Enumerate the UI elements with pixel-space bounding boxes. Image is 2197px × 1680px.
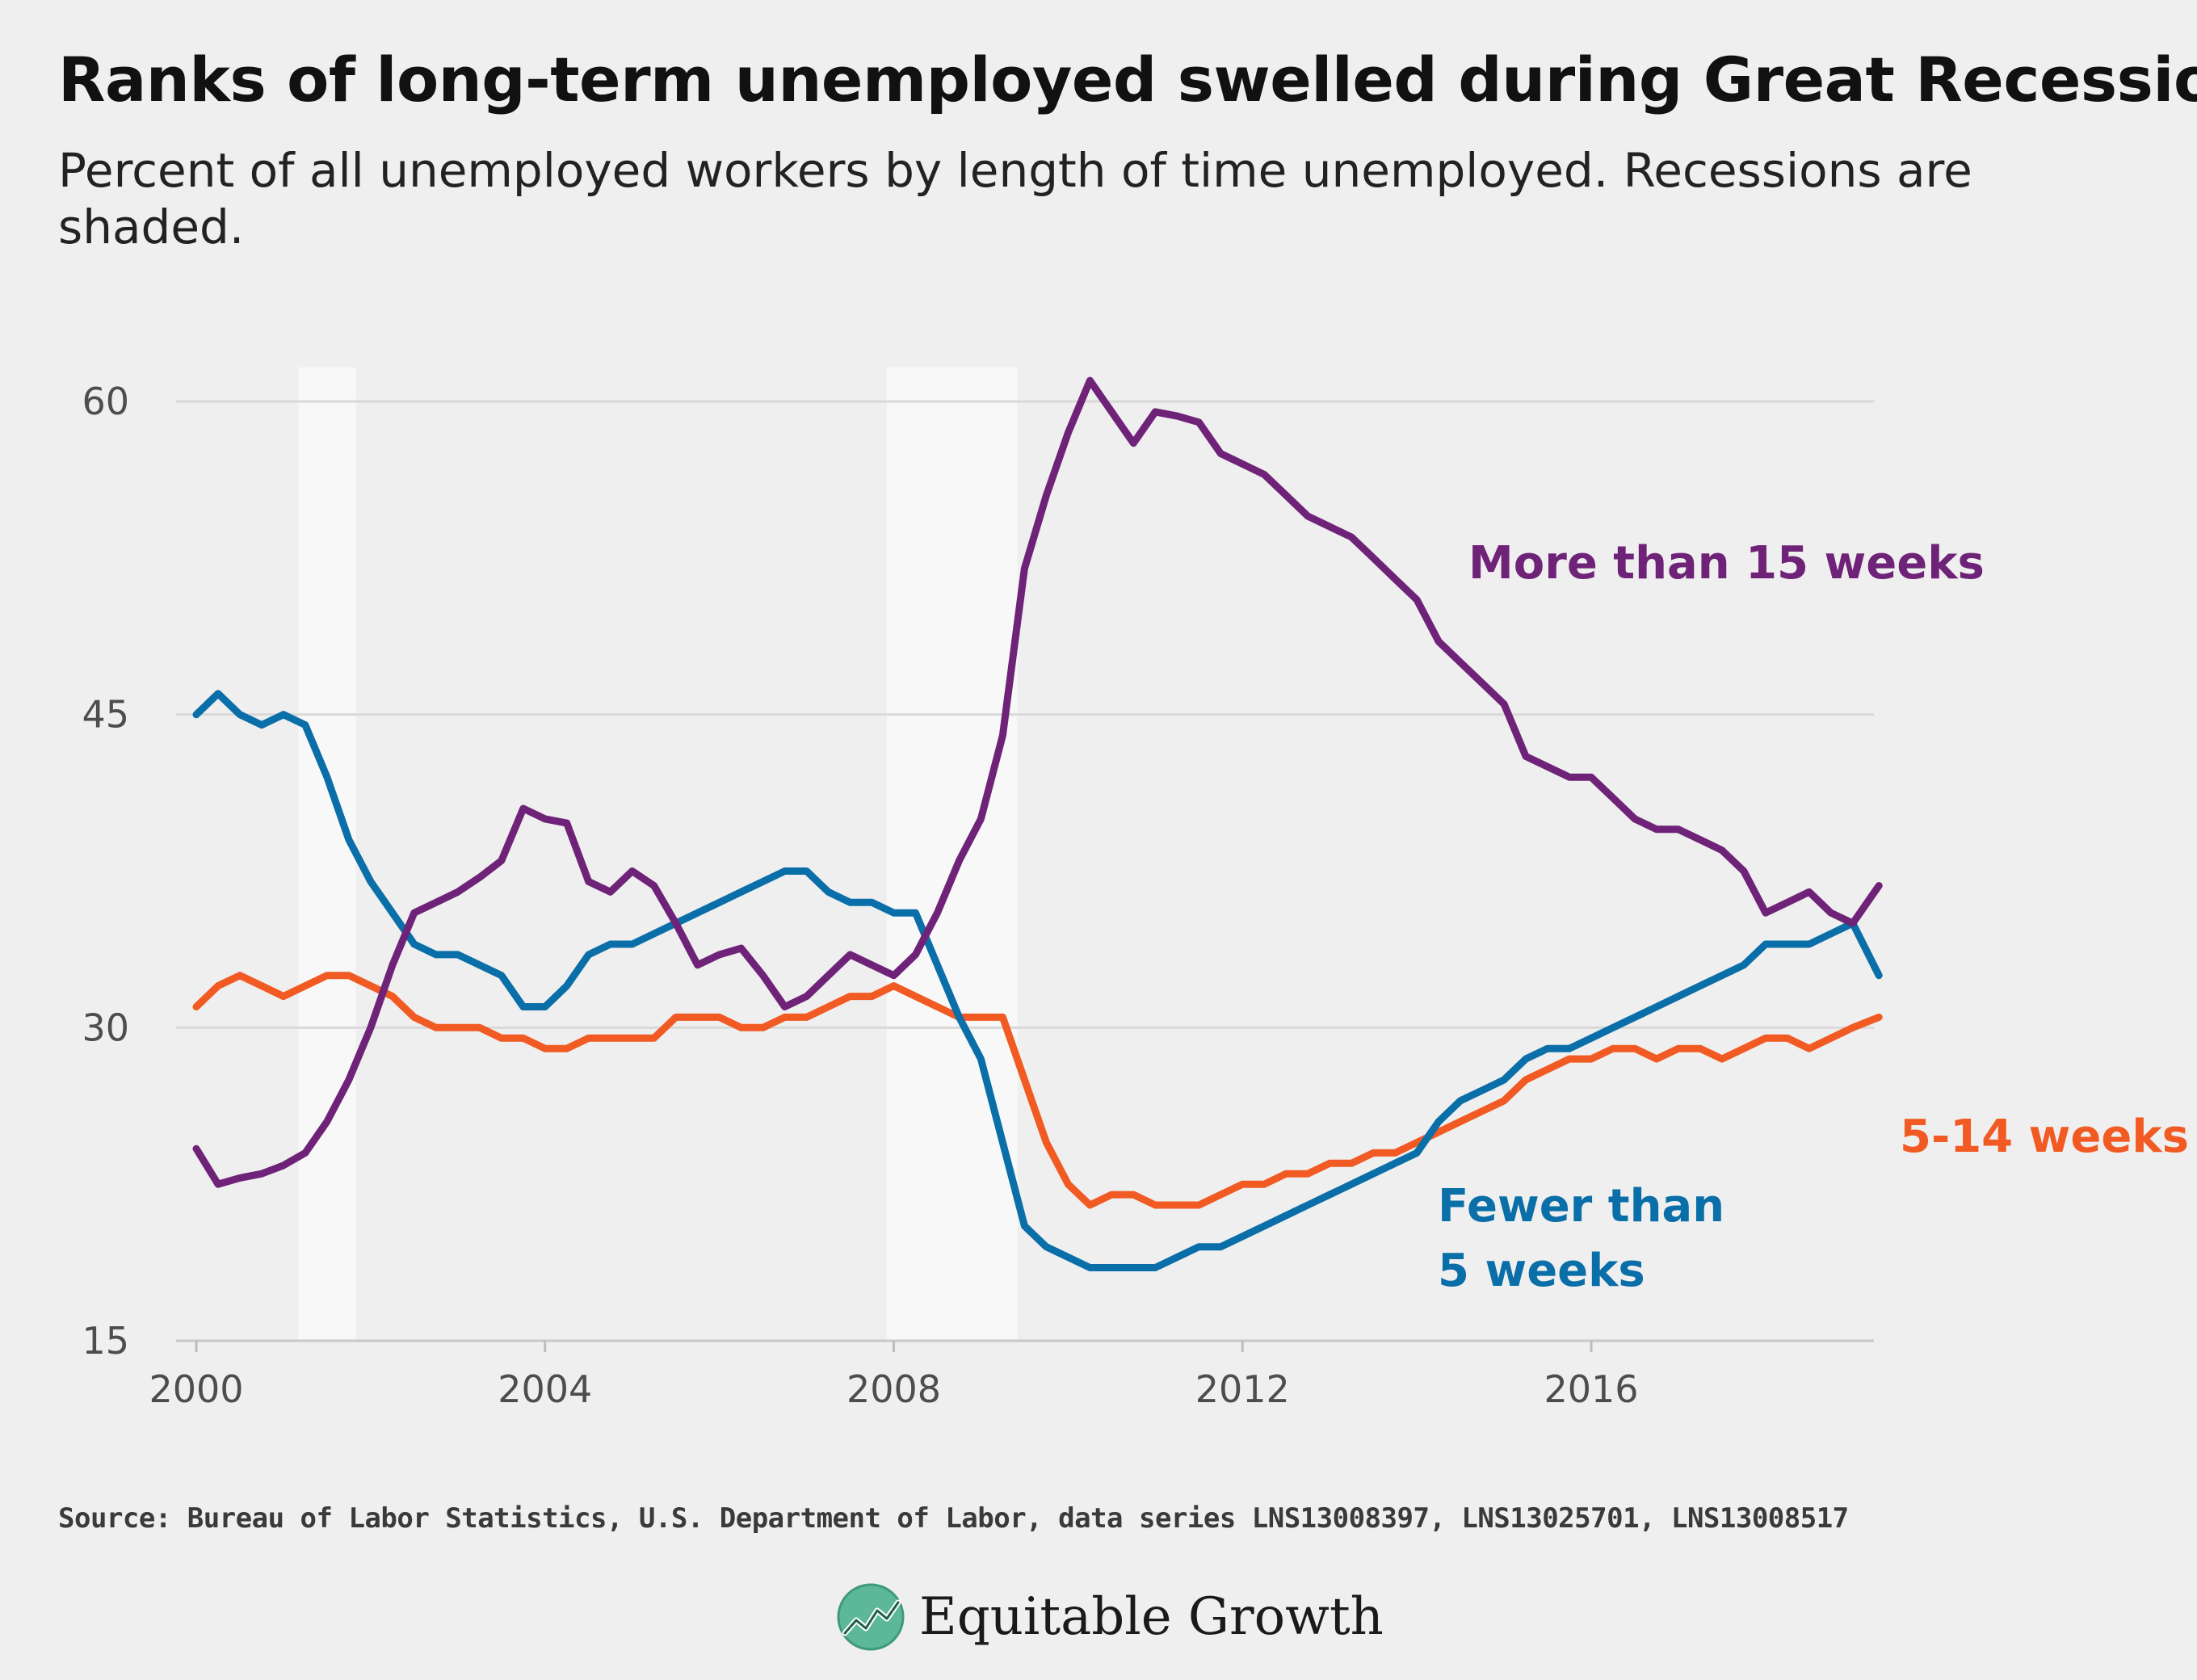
x-tick-label-2012: 2012 xyxy=(1195,1367,1290,1411)
x-tick-label-2008: 2008 xyxy=(846,1367,941,1411)
y-tick-label-30: 30 xyxy=(82,1006,129,1049)
recession-shading xyxy=(298,368,1018,1341)
brand-logo: Equitable Growth xyxy=(837,1583,1384,1651)
y-tick-label-60: 60 xyxy=(82,380,129,423)
series-line-fewer-than-5-weeks xyxy=(192,690,1883,1271)
series-lines xyxy=(192,376,1883,1271)
x-tick-label-2004: 2004 xyxy=(498,1367,592,1411)
growth-chart-icon xyxy=(837,1583,905,1651)
recession-band-1 xyxy=(886,368,1018,1341)
source-note: Source: Bureau of Labor Statistics, U.S.… xyxy=(58,1502,1849,1535)
label-5-14-weeks: 5-14 weeks xyxy=(1900,1111,2189,1163)
y-axis-ticks: 15 30 45 60 xyxy=(82,380,129,1363)
chart-subtitle: Percent of all unemployed workers by len… xyxy=(58,143,1972,254)
series-line-5-14-weeks xyxy=(192,972,1883,1209)
brand-name: Equitable Growth xyxy=(919,1587,1384,1647)
label-fewer-than-5-weeks-line2: 5 weeks xyxy=(1438,1245,1645,1297)
x-tick-label-2016: 2016 xyxy=(1544,1367,1638,1411)
line-chart: 15 30 45 60 2000 2004 2008 2012 2016 More than … xyxy=(82,368,2189,1411)
recession-band-0 xyxy=(298,368,356,1341)
label-more-than-15-weeks: More than 15 weeks xyxy=(1468,537,1985,590)
y-tick-label-15: 15 xyxy=(82,1319,129,1363)
chart-title: Ranks of long-term unemployed swelled du… xyxy=(58,44,2197,116)
label-fewer-than-5-weeks-line1: Fewer than xyxy=(1438,1180,1724,1233)
series-labels: More than 15 weeks Fewer than 5 weeks 5-… xyxy=(1438,537,2189,1297)
x-tick-label-2000: 2000 xyxy=(149,1367,243,1411)
y-tick-label-45: 45 xyxy=(82,693,129,737)
x-axis-ticks: 2000 2004 2008 2012 2016 xyxy=(149,1341,1639,1411)
series-line-more-than-15-weeks xyxy=(192,376,1883,1188)
